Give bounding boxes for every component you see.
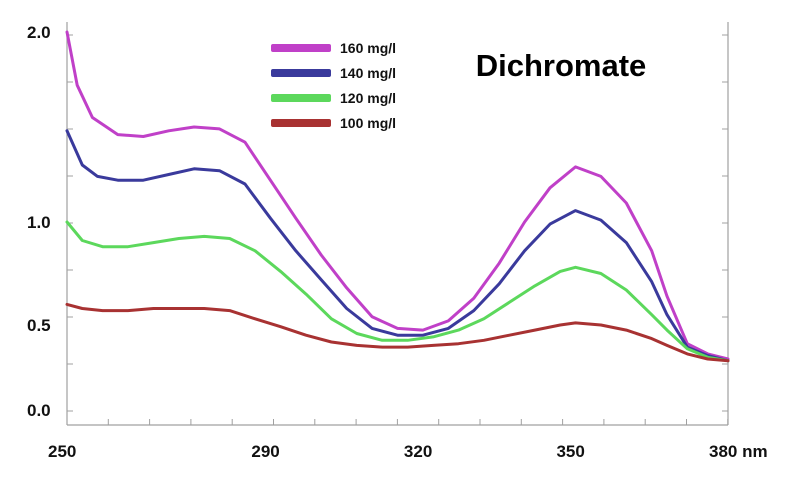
legend-swatch [271,69,331,77]
series-line-100-mg-l [65,302,730,363]
series-line-160-mg-l [65,30,730,361]
series-line-120-mg-l [65,220,730,363]
legend: 160 mg/l 140 mg/l 120 mg/l 100 mg/l [271,40,396,131]
legend-swatch [271,94,331,102]
axis-minor-ticks [66,34,729,425]
y-tick-label: 0.5 [27,316,51,335]
x-tick-label: 290 [251,442,279,461]
x-tick-label: 250 [48,442,76,461]
legend-label: 160 mg/l [340,40,396,56]
chart-title: Dichromate [476,48,647,83]
series-line-140-mg-l [65,129,730,363]
legend-swatch [271,119,331,127]
x-tick-label: 350 [556,442,584,461]
y-tick-label: 2.0 [27,23,51,42]
legend-label: 100 mg/l [340,115,396,131]
x-tick-label: 380 nm [709,442,768,461]
y-tick-labels: 0.0 0.5 1.0 2.0 [27,23,51,420]
legend-label: 120 mg/l [340,90,396,106]
legend-swatch [271,44,331,52]
x-tick-labels: 250 290 320 350 380 nm [48,442,768,461]
x-tick-label: 320 [404,442,432,461]
series-lines [65,30,730,363]
legend-label: 140 mg/l [340,65,396,81]
y-tick-label: 1.0 [27,213,51,232]
y-tick-label: 0.0 [27,401,51,420]
